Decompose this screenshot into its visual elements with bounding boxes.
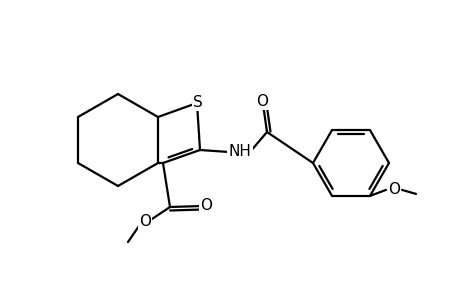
- Text: O: O: [139, 214, 151, 230]
- Text: O: O: [256, 94, 268, 109]
- Text: NH: NH: [228, 145, 251, 160]
- Text: O: O: [200, 199, 212, 214]
- Text: S: S: [193, 94, 202, 110]
- Text: O: O: [387, 182, 399, 197]
